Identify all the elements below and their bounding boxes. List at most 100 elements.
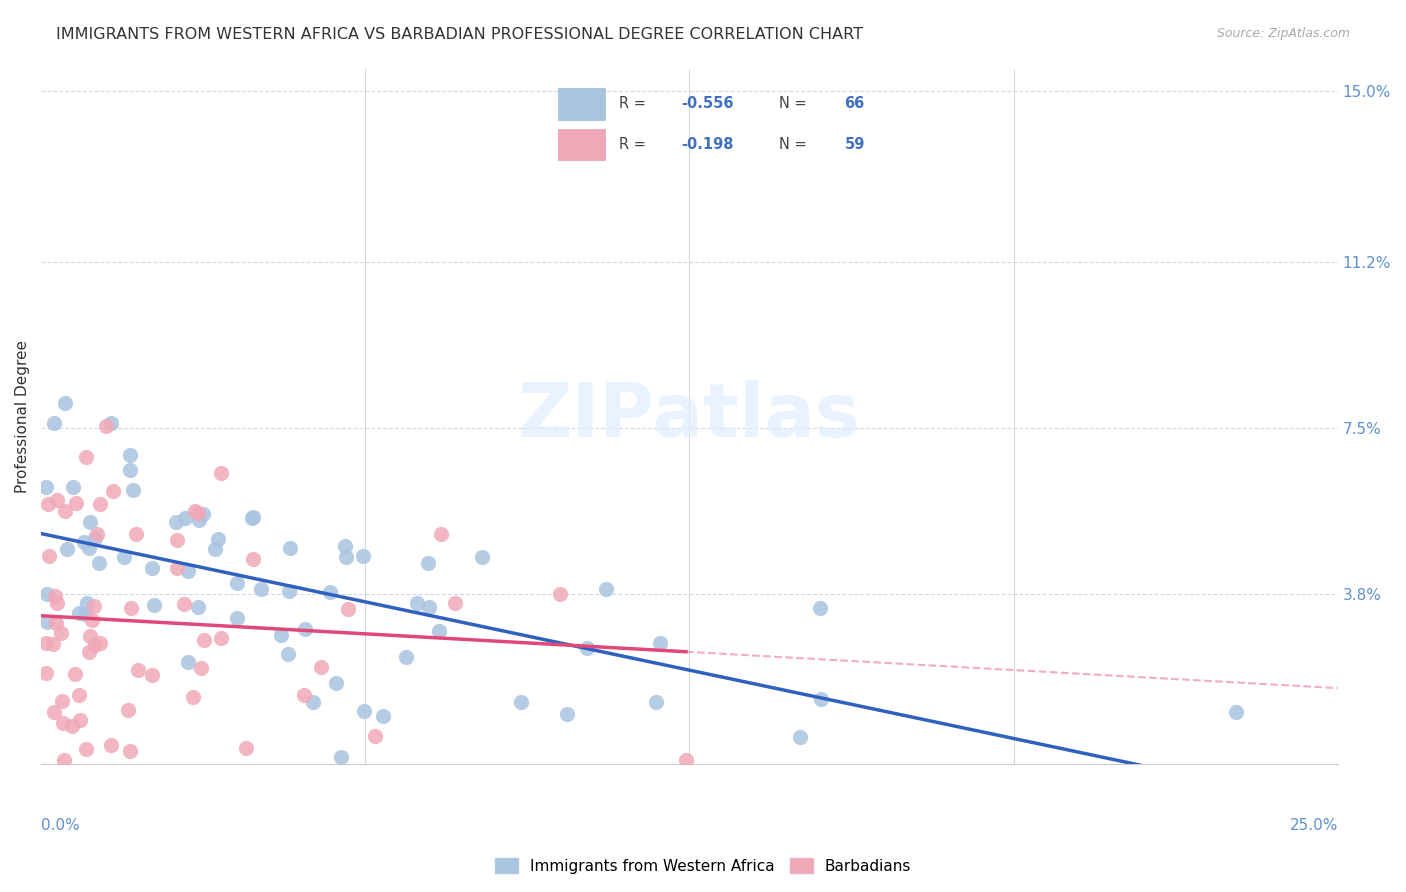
Point [318, 585, 340, 599]
Point [177, 564, 200, 578]
Point [46, 492, 69, 507]
Point [418, 556, 440, 570]
Point [77, 541, 100, 556]
Point [225, 575, 247, 590]
Point [67, 607, 90, 621]
Point [100, 738, 122, 752]
Point [53, 504, 76, 518]
Point [418, 600, 440, 615]
Point [56, 542, 79, 557]
Point [471, 549, 494, 564]
Point [53, 753, 76, 767]
Point [73, 534, 96, 549]
Point [277, 647, 299, 661]
Point [120, 601, 142, 615]
Point [103, 483, 125, 498]
Point [141, 561, 163, 575]
Point [125, 526, 148, 541]
Point [118, 448, 141, 462]
Point [789, 731, 811, 745]
Point [270, 628, 292, 642]
Point [187, 599, 209, 614]
Point [117, 703, 139, 717]
Point [330, 750, 353, 764]
Point [650, 636, 672, 650]
Point [166, 533, 188, 547]
Point [35, 615, 58, 630]
Point [62, 480, 84, 494]
Point [49, 625, 72, 640]
Point [35, 635, 58, 649]
Point [141, 668, 163, 682]
Y-axis label: Professional Degree: Professional Degree [15, 340, 30, 493]
Point [644, 695, 666, 709]
Point [204, 541, 226, 556]
Point [100, 416, 122, 430]
Point [557, 707, 579, 722]
Point [226, 610, 249, 624]
Point [118, 463, 141, 477]
Point [187, 506, 209, 520]
Point [45, 596, 67, 610]
Point [184, 504, 207, 518]
Point [96, 419, 118, 434]
Point [209, 631, 232, 645]
Point [444, 596, 467, 610]
Point [675, 753, 697, 767]
Point [127, 663, 149, 677]
Point [83, 531, 105, 545]
Point [177, 655, 200, 669]
Point [166, 560, 188, 574]
Legend: Immigrants from Western Africa, Barbadians: Immigrants from Western Africa, Barbadia… [489, 852, 917, 880]
Point [808, 600, 831, 615]
Point [63, 667, 86, 681]
Point [42, 705, 65, 719]
Point [37, 497, 59, 511]
Point [76, 596, 98, 610]
Point [52, 716, 75, 731]
Point [548, 587, 571, 601]
Point [44, 590, 66, 604]
Point [67, 688, 90, 702]
Point [371, 709, 394, 723]
Point [242, 552, 264, 566]
Point [352, 549, 374, 563]
Point [207, 532, 229, 546]
Point [35, 666, 58, 681]
Point [353, 704, 375, 718]
Point [35, 480, 58, 494]
Point [42, 637, 65, 651]
Point [75, 450, 97, 465]
Point [301, 695, 323, 709]
Point [510, 695, 533, 709]
Point [86, 526, 108, 541]
Point [60, 718, 83, 732]
Point [37, 586, 59, 600]
Point [80, 614, 103, 628]
Point [191, 507, 214, 521]
Point [309, 660, 332, 674]
Point [165, 515, 187, 529]
Point [42, 417, 65, 431]
Point [181, 690, 204, 704]
Point [143, 599, 166, 613]
Point [209, 466, 232, 480]
Point [69, 713, 91, 727]
Point [89, 496, 111, 510]
Point [1225, 705, 1247, 719]
Point [335, 550, 357, 565]
Point [249, 582, 271, 596]
Point [65, 496, 87, 510]
Point [122, 483, 145, 497]
Point [193, 632, 215, 647]
Point [427, 624, 450, 638]
Point [576, 640, 599, 655]
Point [242, 510, 264, 524]
Point [83, 599, 105, 613]
Point [235, 740, 257, 755]
Point [76, 741, 98, 756]
Point [337, 602, 360, 616]
Text: ZIPatlas: ZIPatlas [519, 380, 860, 453]
Point [120, 744, 142, 758]
Point [429, 527, 451, 541]
